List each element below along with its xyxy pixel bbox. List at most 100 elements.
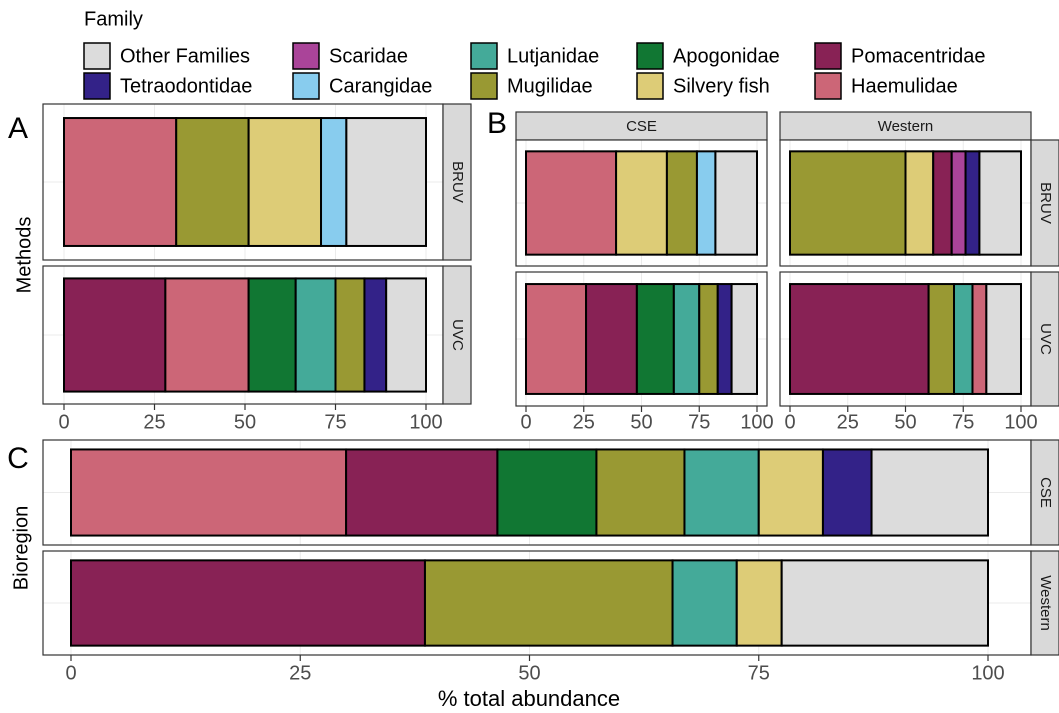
legend-key xyxy=(292,42,320,70)
strip xyxy=(442,103,472,261)
bar-segment xyxy=(423,559,674,647)
strip-label: BRUV xyxy=(1037,182,1054,224)
bar-segment xyxy=(164,277,250,393)
x-axis-title: % total abundance xyxy=(438,686,620,711)
bar-segment xyxy=(585,283,638,395)
legend-key xyxy=(814,42,842,70)
legend-label: Carangidae xyxy=(329,75,432,97)
legend-key xyxy=(636,42,664,70)
bar-segment xyxy=(615,150,668,256)
strip xyxy=(515,111,768,141)
bar-segment xyxy=(525,150,618,256)
panel-label: C xyxy=(7,442,29,475)
legend-label: Mugilidae xyxy=(507,75,593,97)
legend-title: Family xyxy=(84,8,143,30)
bar-segment xyxy=(635,283,675,395)
y-axis-title: Bioregion xyxy=(10,506,32,591)
bar-segment xyxy=(385,277,427,393)
strip xyxy=(1030,139,1059,267)
bar-segment xyxy=(671,559,738,647)
legend-label: Apogonidae xyxy=(673,45,780,67)
strip xyxy=(779,111,1032,141)
strip xyxy=(442,265,472,405)
legend-label: Pomacentridae xyxy=(851,45,986,67)
bar-segment xyxy=(904,150,935,256)
bar-segment xyxy=(730,283,759,395)
bar-segment xyxy=(964,150,981,256)
x-tick-label: 0 xyxy=(784,411,795,433)
legend-label: Silvery fish xyxy=(673,75,770,97)
panel-border xyxy=(515,139,768,267)
legend-key xyxy=(83,42,111,70)
x-tick-label: 50 xyxy=(630,411,652,433)
bar-segment xyxy=(672,283,701,395)
strip xyxy=(1030,550,1059,656)
strip-label: CSE xyxy=(1037,477,1054,508)
bar-segment xyxy=(927,283,956,395)
x-tick-label: 0 xyxy=(58,411,69,433)
legend-key xyxy=(814,72,842,100)
bar-segment xyxy=(971,283,988,395)
bar-segment xyxy=(363,277,388,393)
bar-segment xyxy=(821,448,873,537)
bar-segment xyxy=(698,283,719,395)
x-tick-label: 75 xyxy=(952,411,974,433)
bar-segment xyxy=(496,448,598,537)
bar-segment xyxy=(932,150,953,256)
legend-key xyxy=(470,72,498,100)
bar-segment xyxy=(716,283,733,395)
panel-label: B xyxy=(487,107,507,140)
bar-segment xyxy=(345,448,499,537)
x-tick-label: 100 xyxy=(1004,411,1037,433)
bar-segment xyxy=(247,277,297,393)
legend-key xyxy=(470,42,498,70)
legend-key xyxy=(636,72,664,100)
x-tick-label: 100 xyxy=(740,411,773,433)
strip xyxy=(1030,271,1059,407)
x-tick-label: 25 xyxy=(289,662,311,684)
bar-segment xyxy=(247,117,323,247)
bar-segment xyxy=(70,559,426,647)
legend-label: Haemulidae xyxy=(851,75,958,97)
panel-label: A xyxy=(8,112,28,145)
bar-segment xyxy=(870,448,990,537)
y-axis-title: Methods xyxy=(13,217,35,294)
bar-segment xyxy=(63,277,167,393)
bar-segment xyxy=(665,150,698,256)
bar-segment xyxy=(714,150,758,256)
x-tick-label: 50 xyxy=(234,411,256,433)
bar-segment xyxy=(985,283,1022,395)
x-tick-label: 75 xyxy=(748,662,770,684)
bar-segment xyxy=(757,448,824,537)
legend-label: Other Families xyxy=(120,45,250,67)
bar-segment xyxy=(345,117,427,247)
strip-label: Western xyxy=(878,118,934,135)
bar-segment xyxy=(789,283,930,395)
legend-label: Scaridae xyxy=(329,45,408,67)
strip-label: UVC xyxy=(1037,323,1054,355)
bar-segment xyxy=(683,448,760,537)
x-tick-label: 25 xyxy=(143,411,165,433)
x-tick-label: 25 xyxy=(573,411,595,433)
legend-key xyxy=(83,72,111,100)
bar-segment xyxy=(978,150,1022,256)
x-tick-label: 75 xyxy=(324,411,346,433)
x-tick-label: 100 xyxy=(409,411,442,433)
strip-label: Western xyxy=(1037,575,1054,631)
x-tick-label: 0 xyxy=(65,662,76,684)
bar-segment xyxy=(294,277,337,393)
legend-label: Lutjanidae xyxy=(507,45,599,67)
strip-label: CSE xyxy=(626,118,657,135)
legend-label: Tetraodontidae xyxy=(120,75,252,97)
bar-segment xyxy=(953,283,974,395)
bar-segment xyxy=(320,117,348,247)
bar-segment xyxy=(70,448,348,537)
bar-segment xyxy=(595,448,686,537)
bar-segment xyxy=(695,150,717,256)
bar-segment xyxy=(63,117,178,247)
x-tick-label: 0 xyxy=(520,411,531,433)
bar-segment xyxy=(334,277,366,393)
bar-segment xyxy=(525,283,588,395)
strip-label: UVC xyxy=(449,319,466,351)
